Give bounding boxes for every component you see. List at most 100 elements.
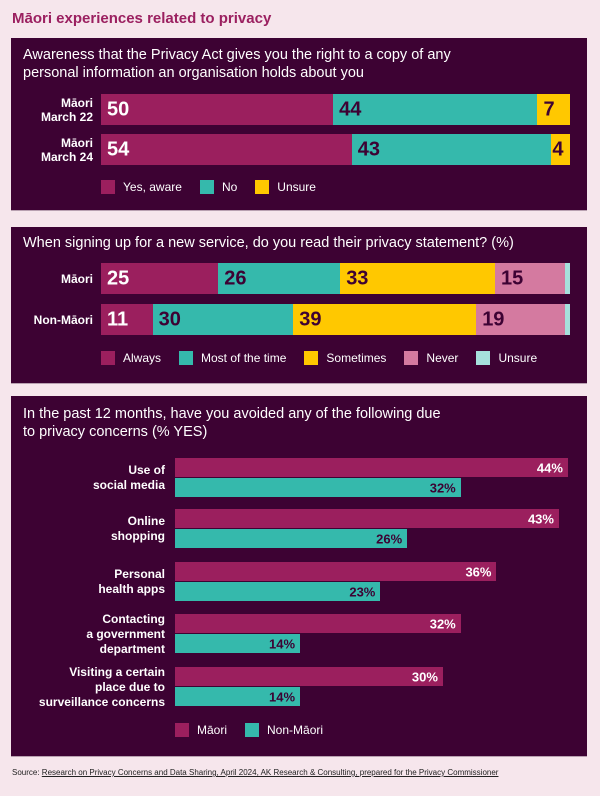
data-label: 30	[158, 308, 181, 330]
bar-segment-unsure[interactable]: 4	[551, 134, 570, 165]
bar-segment-yes-aware[interactable]: 50	[101, 94, 334, 125]
category-label-use-of-social-media: Use of social media	[11, 463, 165, 493]
data-label: 25	[107, 267, 130, 289]
legend-label: No	[221, 180, 238, 194]
bar-maori-online-shopping[interactable]: 43%	[175, 509, 559, 528]
bar-segment-unsure[interactable]: 7	[537, 94, 570, 125]
category-label-line: place due to	[94, 679, 165, 694]
data-label: 26%	[376, 531, 403, 546]
data-label: 4	[552, 138, 564, 160]
category-label-line: Online	[127, 514, 165, 528]
data-label: 39	[299, 308, 322, 330]
legend-swatch	[199, 180, 214, 194]
category-label-line: Contacting	[102, 611, 165, 626]
bar-segment-no[interactable]: 43	[351, 134, 552, 165]
data-label: 26	[224, 267, 247, 289]
row-label-line: March 22	[40, 109, 93, 124]
avoidance-chart-title: In the past 12 months, have you avoided …	[23, 405, 583, 441]
category-label-line: Personal	[114, 567, 165, 581]
data-label: 36%	[465, 564, 492, 579]
category-label-line: health apps	[98, 582, 165, 596]
row-label-line: Māori	[60, 271, 93, 286]
category-label-line: Visiting a certain	[69, 664, 165, 679]
avoidance-title-line-2: to privacy concerns (% YES)	[23, 424, 208, 440]
bar-segment-sometimes[interactable]: 39	[293, 304, 477, 335]
category-label-online-shopping: Online shopping	[11, 514, 165, 544]
bar-segment-no[interactable]: 44	[333, 94, 538, 125]
legend-label: Always	[123, 351, 162, 365]
data-label: 7	[543, 98, 555, 120]
category-label-line: Use of	[128, 463, 165, 477]
legend-swatch	[245, 723, 260, 737]
data-label: 30%	[411, 669, 438, 684]
bar-segment-most-of-the-time[interactable]: 26	[218, 263, 341, 294]
legend-label: Non-Māori	[267, 723, 324, 737]
bar-maori-personal-health-apps[interactable]: 36%	[175, 562, 497, 581]
data-label: 44%	[536, 460, 563, 475]
bar-non-maori-visiting-a-certain-place-due-to-surveillance-concerns[interactable]: 14%	[175, 687, 301, 706]
awareness-legend: Yes, aware No Unsure	[101, 180, 334, 194]
legend-swatch	[101, 180, 115, 194]
legend-swatch	[255, 180, 270, 194]
bar-segment-sometimes[interactable]: 33	[340, 263, 495, 294]
privacy-statement-chart-title: When signing up for a new service, do yo…	[23, 235, 514, 251]
bar-segment-yes-aware[interactable]: 54	[101, 134, 352, 165]
legend-item-yes-aware: Yes, aware	[101, 180, 182, 194]
avoidance-chart-panel: In the past 12 months, have you avoided …	[11, 396, 587, 757]
bar-non-maori-personal-health-apps[interactable]: 23%	[175, 582, 381, 601]
legend-label: Yes, aware	[123, 180, 182, 194]
legend-item-non-maori: Non-Māori	[245, 723, 323, 737]
legend-item-maori: Māori	[175, 723, 227, 737]
legend-swatch	[304, 351, 319, 365]
bar-non-maori-contacting-a-government-department[interactable]: 14%	[175, 634, 301, 653]
legend-swatch	[179, 351, 194, 365]
legend-item-unsure: Unsure	[476, 351, 537, 365]
bar-non-maori-use-of-social-media[interactable]: 32%	[175, 478, 461, 497]
data-label: 11	[107, 308, 129, 330]
legend-item-most-of-the-time: Most of the time	[179, 351, 286, 365]
privacy-statement-legend: Always Most of the time Sometimes Never Unsu…	[101, 351, 555, 365]
data-label: 23%	[349, 584, 376, 599]
stacked-bar-maori: 25 26 33 15	[101, 263, 570, 294]
bar-maori-visiting-a-certain-place-due-to-surveillance-concerns[interactable]: 30%	[175, 667, 443, 686]
source-prefix: Source:	[12, 768, 42, 777]
bar-segment-unsure[interactable]	[565, 263, 570, 294]
category-label-line: shopping	[111, 529, 165, 543]
bar-maori-use-of-social-media[interactable]: 44%	[175, 458, 568, 477]
category-label-visiting-a-certain-place-due-to-surveillance-concerns: Visiting a certain place due to surveillan…	[11, 665, 165, 710]
legend-swatch	[175, 723, 189, 737]
data-label: 32%	[429, 480, 456, 495]
legend-item-unsure: Unsure	[255, 180, 316, 194]
row-label-line: Māori	[60, 135, 93, 150]
source-link[interactable]: Research on Privacy Concerns and Data Sh…	[41, 768, 499, 777]
bar-segment-most-of-the-time[interactable]: 30	[152, 304, 294, 335]
data-label: 19	[482, 308, 505, 330]
legend-swatch	[476, 351, 491, 365]
row-label-line: Māori	[60, 95, 93, 110]
source-note: Source: Research on Privacy Concerns and…	[12, 768, 498, 777]
data-label: 14%	[268, 636, 296, 651]
bar-segment-never[interactable]: 15	[494, 263, 566, 294]
legend-label: Māori	[197, 723, 228, 737]
data-label: 44	[339, 98, 362, 120]
avoidance-title-line-1: In the past 12 months, have you avoided …	[23, 406, 441, 422]
bar-segment-always[interactable]: 25	[101, 263, 219, 294]
category-label-line: surveillance concerns	[38, 694, 165, 709]
stacked-bar-maori-march-24: 54 43 4	[101, 134, 570, 165]
bar-segment-never[interactable]: 19	[476, 304, 566, 335]
bar-non-maori-online-shopping[interactable]: 26%	[175, 529, 408, 548]
row-label-maori-march-24: Māori March 24	[11, 136, 93, 164]
legend-label: Never	[426, 351, 459, 365]
privacy-statement-chart-panel: When signing up for a new service, do yo…	[11, 227, 587, 384]
row-label-line: Non-Māori	[33, 312, 93, 327]
bar-maori-contacting-a-government-department[interactable]: 32%	[175, 614, 461, 633]
bar-segment-unsure[interactable]	[565, 304, 570, 335]
data-label: 54	[107, 138, 130, 160]
category-label-line: social media	[92, 478, 165, 492]
row-label-maori-march-22: Māori March 22	[11, 96, 93, 124]
data-label: 14%	[268, 689, 296, 704]
bar-segment-always[interactable]: 11	[101, 304, 153, 335]
category-label-personal-health-apps: Personal health apps	[11, 567, 165, 597]
awareness-chart-panel: Awareness that the Privacy Act gives you…	[11, 38, 587, 211]
avoidance-legend: Māori Non-Māori	[175, 723, 341, 737]
